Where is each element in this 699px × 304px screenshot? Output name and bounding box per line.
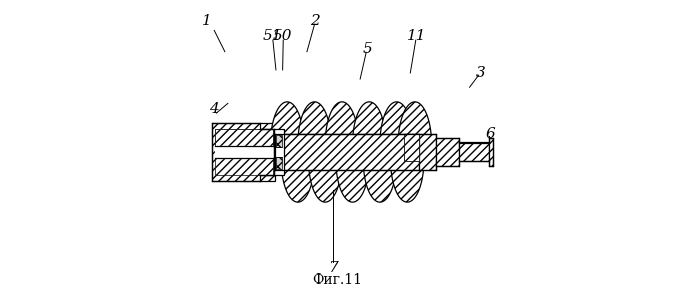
Bar [459,142,489,161]
Bar [404,134,419,161]
Bar [212,123,275,181]
Bar [215,146,273,158]
Bar [419,134,436,170]
Bar [260,129,275,175]
Bar [275,134,419,170]
Polygon shape [398,102,431,144]
Bar [215,158,273,175]
Text: 50: 50 [273,29,292,43]
Text: 7: 7 [328,261,338,275]
Polygon shape [352,102,386,144]
Bar [436,138,459,166]
Bar [276,135,282,147]
Polygon shape [308,160,342,202]
Text: 51: 51 [262,29,282,43]
Polygon shape [325,102,359,144]
Bar [404,134,419,161]
Polygon shape [281,160,315,202]
Text: 2: 2 [310,14,319,28]
Text: 5: 5 [363,42,373,56]
Bar [275,134,419,160]
Bar [215,129,273,146]
Polygon shape [380,102,413,144]
Text: 4: 4 [209,102,219,116]
Polygon shape [271,102,304,144]
Polygon shape [275,134,419,144]
Polygon shape [298,102,331,144]
Text: 11: 11 [407,29,426,43]
Text: Фиг.11: Фиг.11 [312,273,362,287]
Bar [215,129,273,146]
Polygon shape [363,160,396,202]
Polygon shape [336,160,369,202]
Polygon shape [391,160,424,202]
Bar [276,157,282,169]
Text: 3: 3 [475,66,485,80]
Bar [489,138,493,166]
Text: 6: 6 [486,127,496,141]
Text: 1: 1 [202,14,212,28]
Bar [275,129,284,175]
